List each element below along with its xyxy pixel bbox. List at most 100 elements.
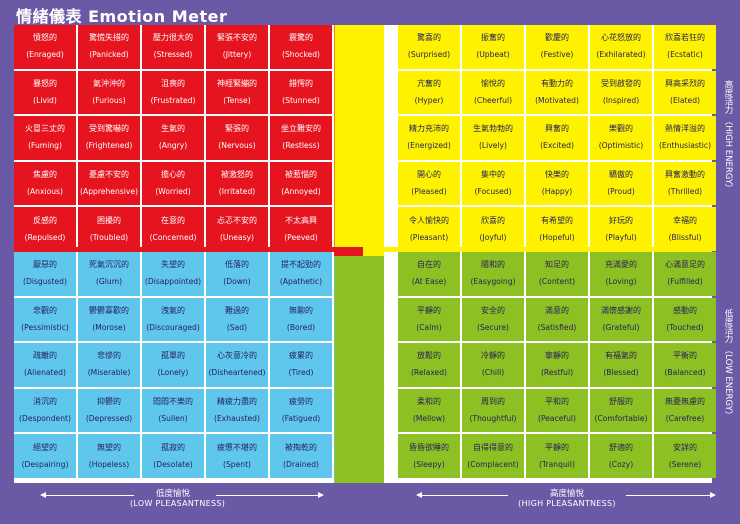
- emotion-zh: 震驚的: [289, 33, 313, 43]
- emotion-zh: 孤寂的: [161, 442, 185, 452]
- emotion-cell-green: 平和的 (Peaceful): [526, 388, 588, 433]
- emotion-cell-yellow: 亢奮的 (Hyper): [398, 70, 460, 115]
- emotion-zh: 愉悅的: [481, 78, 505, 88]
- emotion-en: (Tranquil): [539, 459, 575, 469]
- emotion-cell-yellow: 驚喜的 (Surprised): [398, 25, 460, 69]
- emotion-zh: 悲慘的: [97, 351, 121, 361]
- emotion-en: (Easygoing): [470, 277, 516, 287]
- emotion-zh: 厭惡的: [33, 260, 57, 270]
- emotion-en: (Hopeful): [539, 232, 575, 242]
- emotion-en: (Blessed): [603, 368, 639, 378]
- emotion-cell-blue: 心灰意冷的 (Disheartened): [206, 343, 268, 387]
- emotion-en: (Panicked): [89, 50, 129, 60]
- emotion-zh: 驚慌失措的: [89, 33, 129, 43]
- emotion-en: (Miserable): [87, 368, 131, 378]
- emotion-zh: 不太高興: [285, 215, 317, 225]
- emotion-cell-yellow: 樂觀的 (Optimistic): [590, 116, 652, 160]
- emotion-en: (Touched): [666, 322, 704, 332]
- emotion-cell-blue: 悲慘的 (Miserable): [78, 343, 140, 387]
- emotion-en: (Annoyed): [281, 187, 321, 197]
- emotion-zh: 死氣沉沉的: [89, 260, 129, 270]
- emotion-cell-yellow: 歡慶的 (Festive): [526, 25, 588, 69]
- emotion-en: (Discouraged): [146, 322, 200, 332]
- low-axis-right-head: [318, 492, 324, 498]
- emotion-zh: 擔心的: [161, 170, 185, 180]
- emotion-en: (Stunned): [282, 95, 320, 105]
- emotion-en: (Optimistic): [598, 141, 644, 151]
- emotion-cell-red: 憤怒的 (Enraged): [14, 25, 76, 69]
- emotion-zh: 沮喪的: [161, 78, 185, 88]
- emotion-zh: 困擾的: [97, 215, 121, 225]
- emotion-en: (Mellow): [412, 414, 446, 424]
- emotion-en: (Festive): [540, 50, 574, 60]
- emotion-zh: 安詳的: [673, 442, 697, 452]
- emotion-en: (Calm): [416, 322, 442, 332]
- emotion-zh: 興高采烈的: [665, 78, 705, 88]
- emotion-zh: 受到驚嚇的: [89, 124, 129, 134]
- emotion-en: (Grateful): [602, 322, 640, 332]
- emotion-cell-blue: 疲累的 (Tired): [270, 343, 332, 387]
- emotion-cell-green: 周到的 (Thoughtful): [462, 388, 524, 433]
- emotion-zh: 令人愉快的: [409, 215, 449, 225]
- emotion-zh: 好玩的: [609, 215, 633, 225]
- emotion-cell-red: 暴怒的 (Livid): [14, 70, 76, 115]
- emotion-cell-green: 舒適的 (Cozy): [590, 434, 652, 478]
- emotion-zh: 鬱鬱寡歡的: [89, 305, 129, 315]
- emotion-en: (Content): [538, 277, 576, 287]
- emotion-zh: 平和的: [545, 397, 569, 407]
- emotion-en: (Despairing): [21, 459, 69, 469]
- emotion-en: (Pleasant): [409, 232, 449, 242]
- right-arrow-line: [626, 495, 712, 496]
- emotion-en: (Repulsed): [24, 232, 66, 242]
- emotion-zh: 精力充沛的: [409, 124, 449, 134]
- emotion-en: (Disappointed): [144, 277, 202, 287]
- emotion-en: (Balanced): [664, 368, 706, 378]
- low-pleasantness-zh: 低度愉悅: [155, 489, 190, 499]
- emotion-cell-green: 心滿意足的 (Fulfilled): [654, 252, 716, 296]
- emotion-cell-green: 自在的 (At Ease): [398, 252, 460, 296]
- emotion-cell-red: 擔心的 (Worried): [142, 161, 204, 206]
- high-axis-left-line: [420, 495, 508, 496]
- emotion-zh: 感動的: [673, 305, 697, 315]
- low-pleasantness-en: (LOW PLEASANTNESS): [130, 499, 226, 508]
- emotion-zh: 振奮的: [481, 33, 505, 43]
- emotion-cell-green: 有福氣的 (Blessed): [590, 343, 652, 387]
- emotion-zh: 平衡的: [673, 351, 697, 361]
- emotion-cell-red: 神經緊繃的 (Tense): [206, 70, 268, 115]
- emotion-cell-green: 寧靜的 (Restful): [526, 343, 588, 387]
- emotion-en: (Thrilled): [667, 187, 703, 197]
- emotion-zh: 平靜的: [417, 305, 441, 315]
- emotion-cell-blue: 消沉的 (Despondent): [14, 388, 76, 433]
- emotion-zh: 精疲力盡的: [217, 397, 257, 407]
- emotion-cell-blue: 難過的 (Sad): [206, 297, 268, 342]
- emotion-zh: 昏昏欲睡的: [409, 442, 449, 452]
- emotion-en: (Sleepy): [413, 459, 445, 469]
- emotion-en: (Uneasy): [219, 232, 255, 242]
- emotion-cell-blue: 抑鬱的 (Depressed): [78, 388, 140, 433]
- emotion-zh: 絕望的: [33, 442, 57, 452]
- emotion-en: (Fatigued): [281, 414, 321, 424]
- emotion-cell-blue: 絕望的 (Despairing): [14, 434, 76, 478]
- emotion-en: (Tired): [288, 368, 314, 378]
- emotion-zh: 集中的: [481, 170, 505, 180]
- emotion-cell-green: 冷靜的 (Chill): [462, 343, 524, 387]
- emotion-cell-green: 滿意的 (Satisfied): [526, 297, 588, 342]
- emotion-en: (Satisfied): [537, 322, 577, 332]
- emotion-cell-green: 感動的 (Touched): [654, 297, 716, 342]
- emotion-zh: 寧靜的: [545, 351, 569, 361]
- emotion-en: (Pleased): [411, 187, 447, 197]
- emotion-cell-blue: 孤寂的 (Desolate): [142, 434, 204, 478]
- emotion-en: (Fuming): [28, 141, 62, 151]
- emotion-zh: 隨和的: [481, 260, 505, 270]
- emotion-cell-red: 坐立難安的 (Restless): [270, 116, 332, 160]
- high-pleasantness-en: (HIGH PLEASANTNESS): [518, 499, 616, 508]
- left-arrow-line: [44, 495, 134, 496]
- emotion-en: (Stressed): [153, 50, 193, 60]
- emotion-cell-red: 緊張不安的 (Jittery): [206, 25, 268, 69]
- emotion-cell-yellow: 驕傲的 (Proud): [590, 161, 652, 206]
- emotion-cell-green: 安詳的 (Serene): [654, 434, 716, 478]
- emotion-zh: 無望的: [97, 442, 121, 452]
- emotion-zh: 壓力很大的: [153, 33, 193, 43]
- emotion-zh: 反感的: [33, 215, 57, 225]
- page-title: 情緒儀表 Emotion Meter: [16, 7, 228, 26]
